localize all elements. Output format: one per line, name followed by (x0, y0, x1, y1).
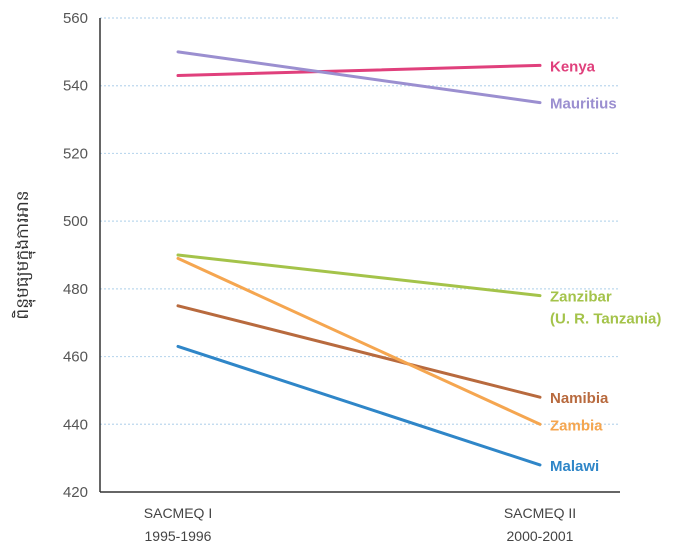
series-label: Zanzibar (550, 289, 612, 306)
y-tick-label: 480 (63, 281, 88, 298)
x-tick-label: 1995-1996 (145, 528, 212, 544)
y-tick-labels: 420 440 460 480 500 520 540 560 (63, 10, 88, 501)
y-tick-label: 440 (63, 416, 88, 433)
axes (99, 18, 620, 493)
series-labels: Kenya Mauritius Zanzibar (U. R. Tanzania) Na… (550, 58, 661, 475)
gridlines (100, 17, 620, 425)
series-label: (U. R. Tanzania) (550, 311, 661, 328)
y-tick-label: 540 (63, 78, 88, 95)
series-line-malawi (176, 344, 542, 467)
series-line-namibia (176, 304, 542, 399)
y-tick-label: 420 (63, 484, 88, 501)
x-tick-label: SACMEQ II (504, 505, 576, 521)
series-label: Mauritius (550, 96, 617, 113)
y-tick-label: 520 (63, 145, 88, 162)
y-tick-label: 560 (63, 10, 88, 27)
series-line-mauritius (176, 50, 542, 105)
y-axis-title: ពិន្ទុមធ្យមក្នុងការអាន (11, 190, 36, 319)
series-lines (176, 50, 542, 467)
x-tick-labels: SACMEQ I 1995-1996 SACMEQ II 2000-2001 (144, 505, 576, 544)
series-label: Malawi (550, 458, 599, 475)
y-tick-label: 500 (63, 213, 88, 230)
series-label: Kenya (550, 58, 596, 75)
series-line-kenya (176, 63, 542, 78)
series-line-zambia (176, 256, 542, 426)
series-line-zanzibar (176, 253, 542, 298)
x-tick-label: SACMEQ I (144, 505, 212, 521)
x-tick-label: 2000-2001 (507, 528, 574, 544)
series-label: Zambia (550, 417, 603, 434)
series-label: Namibia (550, 390, 609, 407)
y-tick-label: 460 (63, 349, 88, 366)
